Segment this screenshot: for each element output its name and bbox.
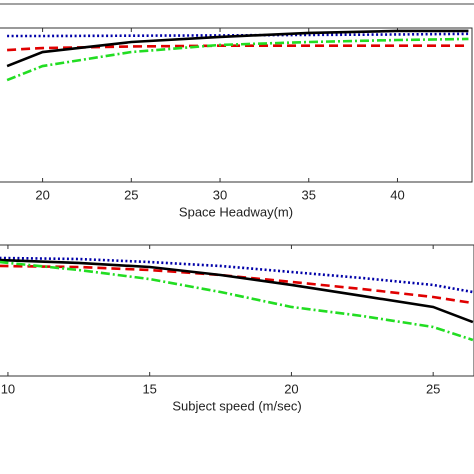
data-line: [0, 256, 474, 294]
x-tick-label: 25: [426, 381, 440, 396]
data-line: [7, 32, 469, 38]
plot-frame: [0, 27, 473, 183]
x-tick-label: 30: [213, 187, 227, 202]
x-tick-label: 35: [302, 187, 316, 202]
x-tick-label: 25: [124, 187, 138, 202]
data-line: [0, 260, 474, 342]
x-tick-label: 20: [35, 187, 49, 202]
plot-frame: [0, 244, 474, 377]
data-line: [0, 258, 474, 324]
x-tick-label: 10: [1, 381, 15, 396]
x-tick-label: 15: [142, 381, 156, 396]
x-tick-label: 40: [390, 187, 404, 202]
x-axis-label: Subject speed (m/sec): [172, 398, 301, 413]
data-line: [0, 264, 474, 305]
data-line: [6, 29, 469, 68]
x-axis-label: Space Headway(m): [179, 204, 293, 219]
data-line: [6, 37, 469, 82]
x-tick-label: 20: [284, 381, 298, 396]
